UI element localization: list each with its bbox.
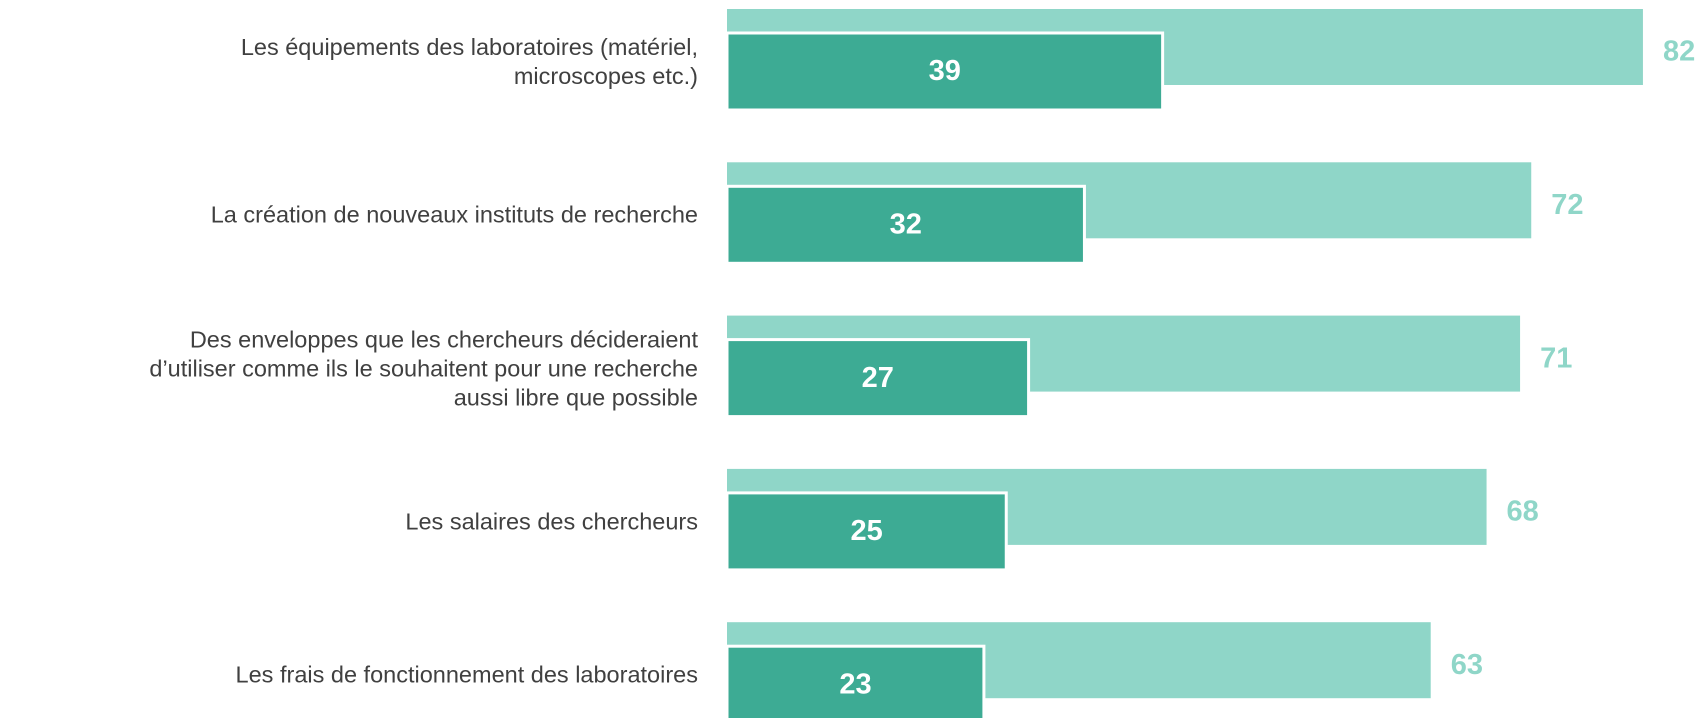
- category-label: Les équipements des laboratoires (matéri…: [240, 34, 698, 89]
- category-label: Les frais de fonctionnement des laborato…: [235, 661, 698, 688]
- category-label: La création de nouveaux instituts de rec…: [210, 201, 698, 228]
- value-label: 25: [850, 515, 882, 547]
- bar: [725, 491, 1008, 572]
- value-label: 39: [929, 55, 961, 87]
- bar: [725, 644, 986, 718]
- value-label: 32: [890, 208, 922, 240]
- value-label: 72: [1551, 189, 1583, 221]
- category-label: Des enveloppes que les chercheurs décide…: [149, 326, 698, 411]
- bar: [725, 31, 1165, 112]
- category-label: Les salaires des chercheurs: [405, 508, 698, 535]
- value-label: 23: [839, 668, 871, 700]
- value-label: 82: [1663, 36, 1695, 68]
- value-label: 68: [1507, 496, 1539, 528]
- bar: [725, 338, 1031, 419]
- value-label: 27: [862, 362, 894, 394]
- value-label: 63: [1451, 649, 1483, 681]
- bar: [725, 184, 1086, 265]
- value-label: 71: [1540, 342, 1572, 374]
